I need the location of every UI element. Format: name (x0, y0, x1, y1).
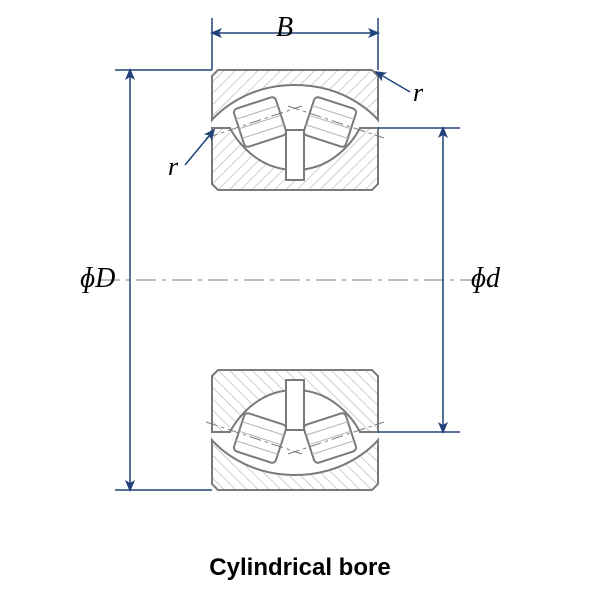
label-d: ɸd (471, 263, 500, 295)
caption: Cylindrical bore (0, 554, 600, 582)
dimension-B (212, 18, 378, 70)
bearing-diagram-svg (0, 0, 600, 600)
label-r-left: r (168, 152, 178, 182)
radius-leader-top (376, 72, 410, 92)
label-D: ɸD (80, 263, 115, 295)
diagram-container: { "type": "engineering-diagram", "captio… (0, 0, 600, 600)
top-cross-section (206, 70, 384, 190)
label-r-top: r (413, 78, 423, 108)
radius-leader-left (185, 130, 214, 165)
bottom-cross-section (206, 370, 384, 490)
label-B: B (276, 12, 293, 44)
